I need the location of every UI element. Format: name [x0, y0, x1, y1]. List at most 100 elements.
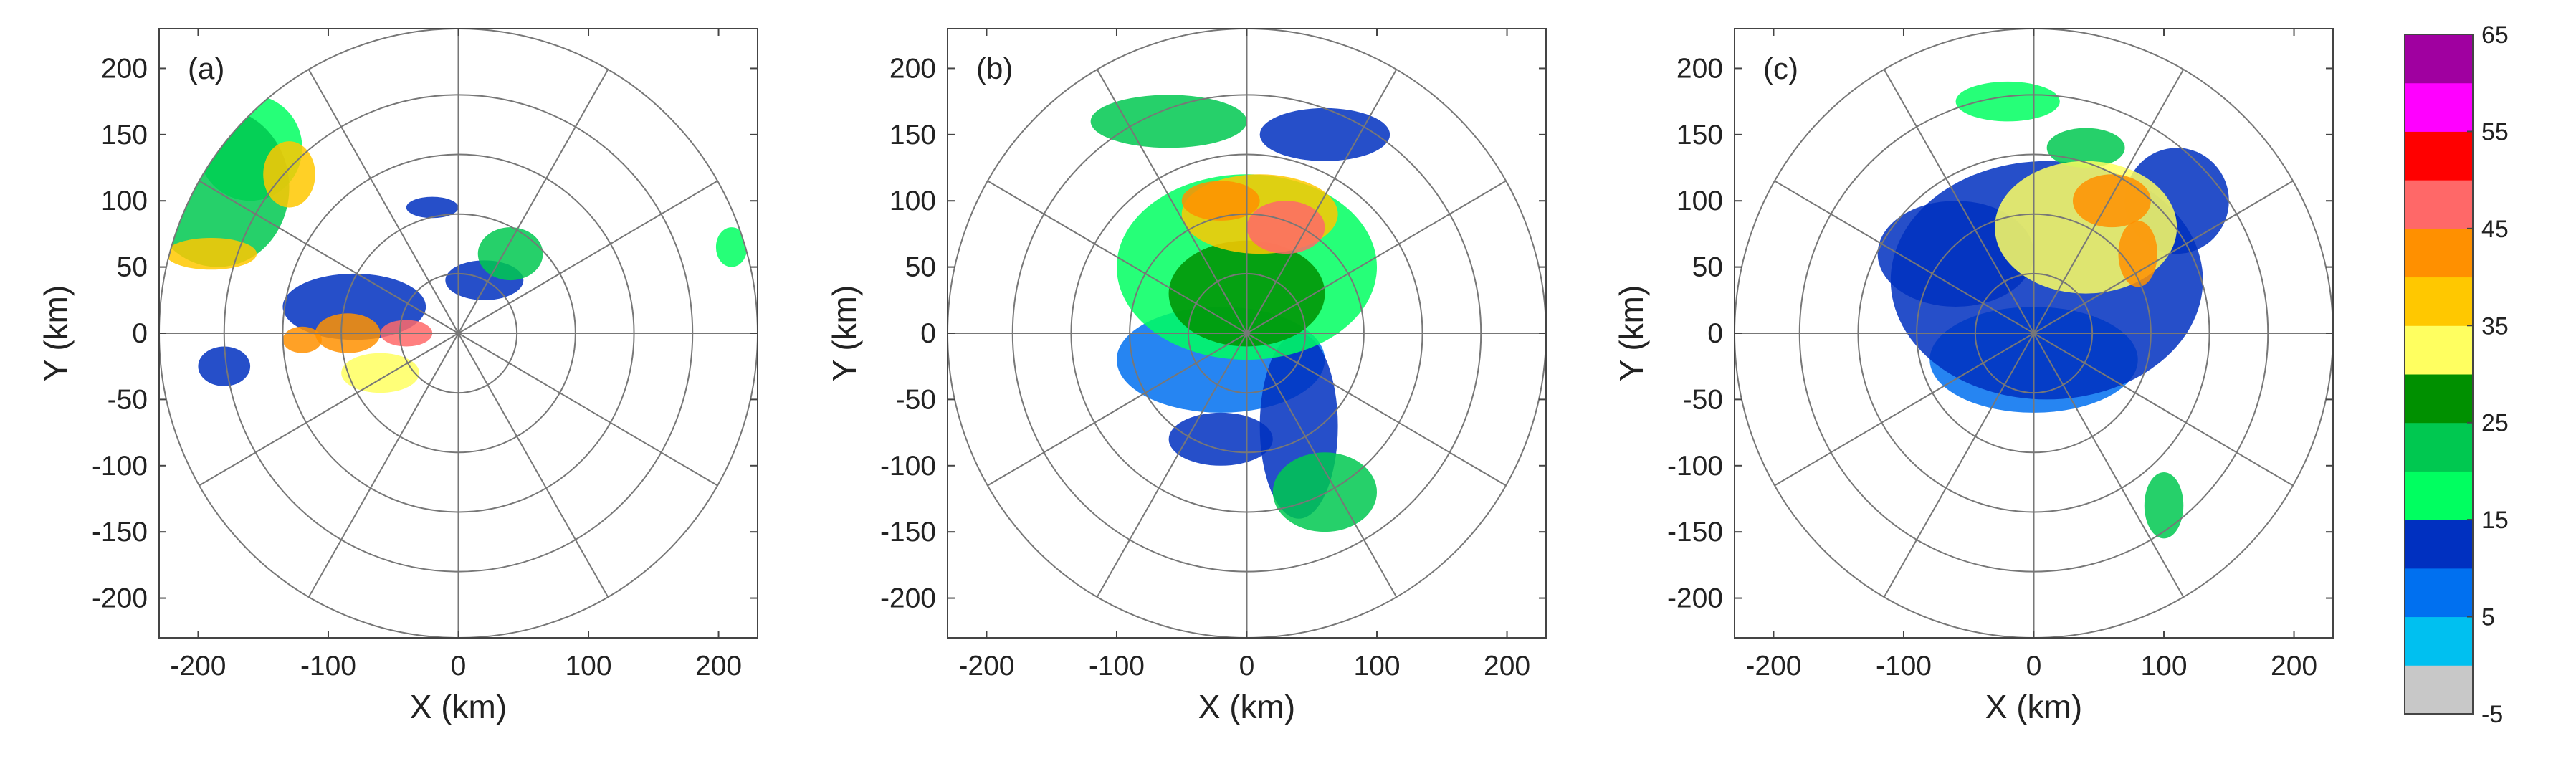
colorbar-swatch: [2405, 325, 2473, 375]
y-tick-label: -100: [92, 451, 148, 482]
colorbar-swatch: [2405, 374, 2473, 424]
colorbar-swatch: [2405, 131, 2473, 181]
x-tick-label: -100: [300, 651, 356, 682]
colorbar-swatch: [2405, 180, 2473, 229]
y-axis-label: Y (km): [826, 285, 863, 382]
colorbar-tick-label: 25: [2481, 410, 2509, 437]
y-tick-label: -150: [1667, 517, 1723, 548]
panel-label: (a): [188, 52, 224, 85]
y-tick-label: 0: [132, 318, 148, 349]
y-tick-label: 150: [1676, 120, 1723, 150]
colorbar-swatch: [2405, 616, 2473, 666]
colorbar-swatch: [2405, 82, 2473, 132]
panel-label: (c): [1763, 52, 1798, 85]
colorbar-swatch: [2405, 568, 2473, 618]
x-axis-label: X (km): [1198, 688, 1295, 725]
echo-region: [2118, 220, 2157, 287]
colorbar-swatches: [2404, 34, 2474, 715]
azimuth-spoke: [2033, 69, 2185, 334]
x-tick-label: -100: [1876, 651, 1932, 682]
x-tick-label: 0: [2026, 651, 2042, 682]
y-tick-label: -150: [92, 517, 148, 548]
y-tick-label: 100: [1676, 186, 1723, 216]
y-tick-label: -100: [880, 451, 936, 482]
azimuth-spoke: [987, 333, 1248, 487]
echo-region: [1246, 201, 1325, 254]
y-tick-label: -200: [880, 583, 936, 614]
echo-region: [1272, 452, 1378, 532]
echo-region: [166, 237, 257, 270]
panel-label: (b): [976, 52, 1013, 85]
azimuth-spoke: [1246, 180, 1507, 334]
x-axis-label: X (km): [410, 688, 507, 725]
colorbar-tick-label: 65: [2481, 21, 2509, 49]
colorbar-frame: [2404, 34, 2474, 715]
colorbar-tick-label: -5: [2481, 701, 2503, 728]
y-tick-label: 150: [101, 120, 148, 150]
x-tick-label: 200: [2271, 651, 2317, 682]
echo-region: [1090, 95, 1247, 148]
y-tick-label: 200: [1676, 53, 1723, 84]
x-tick-label: 200: [695, 651, 742, 682]
colorbar-tick-label: 45: [2481, 216, 2509, 243]
echo-region: [1259, 107, 1390, 161]
azimuth-spoke: [1774, 333, 2035, 487]
azimuth-spoke: [199, 180, 459, 334]
colorbar-swatch: [2405, 471, 2473, 520]
y-tick-label: -50: [896, 384, 936, 415]
y-tick-label: -150: [880, 517, 936, 548]
azimuth-spoke: [2033, 333, 2185, 598]
echo-region: [406, 196, 459, 219]
x-tick-label: -100: [1089, 651, 1145, 682]
y-tick-label: 100: [101, 186, 148, 216]
echo-region: [2072, 174, 2151, 228]
radar-panel: -200 -100 0 100 200 200 150 100 50 0 -50 -100 -150 -2…: [37, 28, 758, 725]
azimuth-spoke: [307, 69, 459, 334]
y-tick-label: 50: [117, 252, 148, 283]
x-tick-label: -200: [170, 651, 226, 682]
x-tick-label: 0: [451, 651, 467, 682]
y-tick-label: -200: [1667, 583, 1723, 614]
azimuth-spoke: [1096, 333, 1248, 598]
azimuth-spoke: [1774, 180, 2035, 334]
x-tick-label: 100: [2140, 651, 2187, 682]
echo-region: [1181, 181, 1260, 221]
colorbar-swatch: [2405, 665, 2473, 715]
y-axis-label: Y (km): [1613, 285, 1650, 382]
x-tick-label: 200: [1484, 651, 1530, 682]
y-tick-label: 100: [889, 186, 936, 216]
colorbar-tick-labels: 65 55 45 35 25 15 5 -5: [2481, 21, 2509, 728]
echo-region: [2144, 472, 2184, 539]
y-tick-label: 150: [889, 120, 936, 150]
echo-region: [1955, 81, 2060, 122]
y-tick-label: 0: [1707, 318, 1723, 349]
x-tick-label: -200: [1745, 651, 1801, 682]
y-tick-label: 50: [1692, 252, 1723, 283]
echo-region: [715, 227, 748, 267]
colorbar-swatch: [2405, 277, 2473, 326]
radar-panels: -200 -100 0 100 200 200 150 100 50 0 -50 -100 -150 -2…: [37, 28, 2334, 725]
colorbar-tick-label: 5: [2481, 604, 2495, 631]
azimuth-spoke: [457, 69, 609, 334]
azimuth-spoke: [199, 333, 459, 487]
colorbar-swatch: [2405, 422, 2473, 472]
azimuth-spoke: [457, 180, 718, 334]
radar-panel: -200 -100 0 100 200 200 150 100 50 0 -50 -100 -150 -2…: [1613, 28, 2334, 725]
colorbar-swatch: [2405, 34, 2473, 84]
y-axis-label: Y (km): [37, 285, 75, 382]
radar-panel: -200 -100 0 100 200 200 150 100 50 0 -50 -100 -150 -2…: [826, 28, 1547, 725]
y-tick-label: 0: [920, 318, 936, 349]
azimuth-spoke: [1246, 333, 1507, 487]
azimuth-spoke: [457, 333, 718, 487]
azimuth-spoke: [1096, 69, 1248, 334]
x-tick-label: 100: [565, 651, 611, 682]
echo-region: [1168, 412, 1273, 466]
echo-region: [477, 227, 543, 281]
x-tick-label: 100: [1353, 651, 1400, 682]
echo-layer: [1877, 81, 2229, 539]
azimuth-spoke: [307, 333, 459, 598]
echo-region: [198, 346, 251, 386]
azimuth-spoke: [1883, 333, 2035, 598]
azimuth-spoke: [2033, 180, 2294, 334]
